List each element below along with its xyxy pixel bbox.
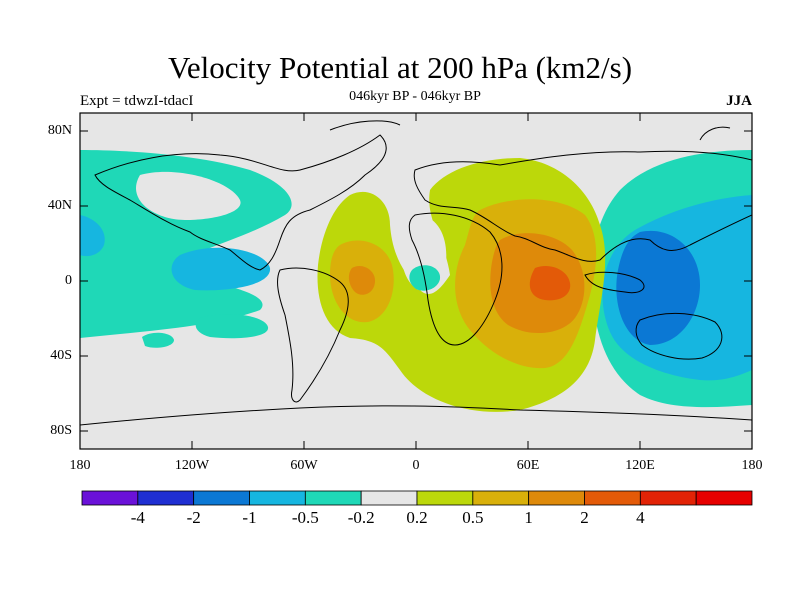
lon-label-60e: 60E [516,458,540,473]
lat-label-80s: 80S [50,423,72,438]
colorbar-label: -0.2 [347,508,375,527]
colorbar-label: 1 [524,508,533,527]
colorbar-label: 4 [636,508,645,527]
lat-label-0: 0 [65,273,72,288]
colorbar-label: -4 [130,508,145,527]
colorbar-box [360,490,418,506]
colorbar-box [249,490,306,506]
colorbar [81,490,753,506]
colorbar-box [81,490,139,506]
plot-title: Velocity Potential at 200 hPa (km2/s) [167,50,633,85]
colorbar-box [639,490,697,506]
map-field [80,113,752,449]
neg-region-west-edge [80,215,105,257]
colorbar-label: -2 [186,508,201,527]
season-label: JJA [726,93,752,109]
colorbar-box [528,490,585,506]
colorbar-box [584,490,641,506]
axis-ticks [80,113,752,449]
neg-region-west-pacific-core [616,230,700,345]
neg-region-east-pacific [171,247,271,291]
pos-max-asia [529,265,571,301]
colorbar-box [472,490,530,506]
neg-region-north-pacific [80,150,292,338]
plot-subtitle: 046kyr BP - 046kyr BP [349,89,481,104]
colorbar-label: 2 [580,508,589,527]
pos-strong-america [348,265,376,295]
colorbar-box [137,490,195,506]
neg-region-south-pacific [195,314,269,339]
colorbar-box [416,490,474,506]
lat-label-40s: 40S [50,348,72,363]
experiment-label: Expt = tdwzI-tdacI [80,93,194,109]
colorbar-box [304,490,362,506]
colorbar-box [193,490,250,506]
lat-label-40n: 40N [47,198,72,213]
colorbar-box [695,490,753,506]
lon-label-0: 0 [412,458,420,473]
lon-label-180w: 180 [69,458,91,473]
coastlines [80,120,752,426]
colorbar-label: 0.2 [406,508,428,527]
lon-label-120e: 120E [625,458,655,473]
lon-label-120w: 120W [174,458,210,473]
neg-region-north-pacific-hole [136,171,241,220]
lon-label-180e: 180 [741,458,763,473]
neg-region-small-south [142,332,174,348]
colorbar-label: -0.5 [291,508,319,527]
colorbar-label: 0.5 [462,508,484,527]
lat-label-80n: 80N [47,123,72,138]
lon-label-60w: 60W [290,458,318,473]
colorbar-label: -1 [242,508,257,527]
